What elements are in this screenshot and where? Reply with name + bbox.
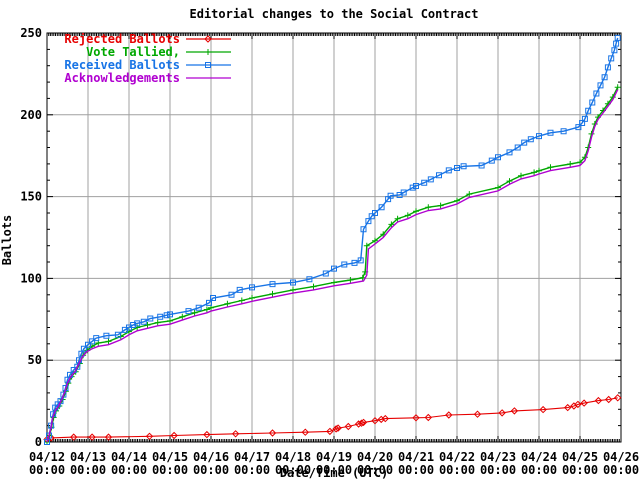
y-tick-label: 250 — [20, 26, 42, 40]
x-axis-label: Date/Time (UTC) — [279, 466, 389, 480]
chart-title: Editorial changes to the Social Contract — [189, 7, 479, 21]
x-tick-label: 04/15 — [152, 450, 188, 464]
legend-sample-marker-received-ballots — [205, 62, 211, 68]
legend-label-rejected-ballots: Rejected Ballots — [64, 32, 180, 46]
x-tick-label: 04/17 — [234, 450, 270, 464]
x-tick-label: 04/13 — [70, 450, 106, 464]
legend-label-vote-tallied: Vote Tallied, — [86, 45, 180, 59]
x-tick-time-label: 00:00 — [275, 463, 311, 477]
legend-sample-marker-vote-tallied — [205, 49, 211, 55]
x-tick-label: 04/12 — [29, 450, 65, 464]
plot-border — [46, 32, 622, 443]
legend-label-acknowledgements: Acknowledgements — [64, 71, 180, 85]
series-markers-rejected-ballots — [43, 394, 622, 444]
x-tick-time-label: 00:00 — [111, 463, 147, 477]
series-line-rejected-ballots — [46, 397, 618, 441]
x-tick-time-label: 00:00 — [562, 463, 598, 477]
x-tick-label: 04/26 — [603, 450, 639, 464]
x-tick-time-label: 00:00 — [603, 463, 639, 477]
x-tick-time-label: 00:00 — [439, 463, 475, 477]
x-tick-time-label: 00:00 — [152, 463, 188, 477]
y-tick-label: 150 — [20, 190, 42, 204]
x-tick-time-label: 00:00 — [521, 463, 557, 477]
x-tick-label: 04/23 — [480, 450, 516, 464]
x-tick-label: 04/22 — [439, 450, 475, 464]
series-markers-received-ballots — [44, 34, 621, 445]
y-tick-label: 200 — [20, 108, 42, 122]
x-tick-time-label: 00:00 — [193, 463, 229, 477]
x-tick-time-label: 00:00 — [398, 463, 434, 477]
x-tick-time-label: 00:00 — [480, 463, 516, 477]
x-tick-time-label: 00:00 — [70, 463, 106, 477]
series-line-vote-tallied — [46, 86, 619, 443]
x-tick-time-label: 00:00 — [357, 463, 393, 477]
x-tick-label: 04/18 — [275, 450, 311, 464]
x-tick-label: 04/24 — [521, 450, 557, 464]
x-tick-label: 04/14 — [111, 450, 147, 464]
y-tick-label: 100 — [20, 271, 42, 285]
series-line-acknowledgements — [46, 89, 619, 443]
y-tick-label: 0 — [35, 435, 42, 449]
x-tick-label: 04/25 — [562, 450, 598, 464]
x-tick-time-label: 00:00 — [234, 463, 270, 477]
x-tick-time-label: 00:00 — [316, 463, 352, 477]
y-tick-label: 50 — [28, 353, 42, 367]
series-line-received-ballots — [46, 37, 619, 443]
x-tick-label: 04/19 — [316, 450, 352, 464]
x-tick-label: 04/16 — [193, 450, 229, 464]
x-tick-time-label: 00:00 — [29, 463, 65, 477]
legend-sample-marker-rejected-ballots — [204, 35, 212, 43]
x-tick-label: 04/21 — [398, 450, 434, 464]
legend-label-received-ballots: Received Ballots — [64, 58, 180, 72]
x-tick-label: 04/20 — [357, 450, 393, 464]
